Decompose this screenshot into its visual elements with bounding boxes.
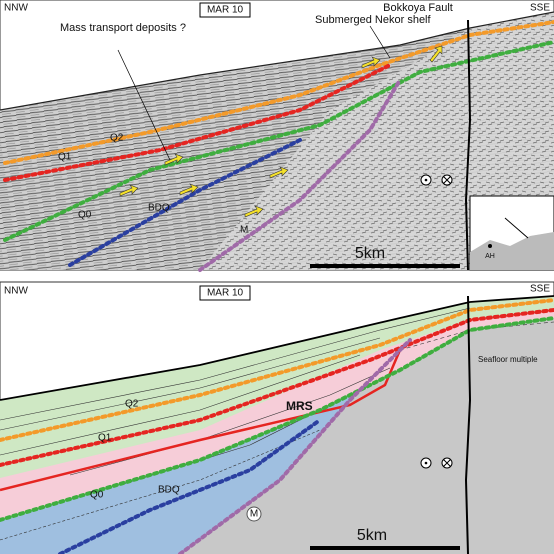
fault (464, 19, 472, 271)
horizon-q1 (3, 63, 392, 182)
shelf-label: Submerged Nekor shelf (315, 14, 432, 26)
right-label: SSE (530, 3, 550, 14)
left-label: NNW (4, 286, 28, 297)
horizon-m (198, 78, 402, 272)
seismic-panel: MAR 10 NNW SSE Bokkoya Fault Submerged N… (0, 0, 554, 272)
scale-label: 5km (357, 527, 387, 544)
interpretation-panel: MAR 10 NNW SSE Seafloor multiple MRS Q2 … (0, 281, 554, 554)
seafloor (0, 11, 554, 111)
bdq-label: BDQ (158, 485, 180, 496)
left-label: NNW (4, 3, 28, 14)
q0-label: Q0 (78, 210, 92, 221)
m-label: M (250, 509, 258, 520)
horizon-bdq (68, 138, 302, 267)
right-label: SSE (530, 284, 550, 295)
q2-label: Q2 (110, 133, 124, 144)
fault-label: Bokkoya Fault (383, 2, 453, 14)
mtd-label: Mass transport deposits ? (60, 22, 186, 34)
q1-label: Q1 (98, 433, 112, 444)
multiple-label: Seafloor multiple (478, 355, 538, 364)
profile-label: MAR 10 (207, 5, 244, 16)
q2-label: Q2 (125, 399, 139, 410)
q0-label: Q0 (90, 490, 104, 501)
horizon-q0 (3, 40, 554, 242)
bdq-label: BDQ (148, 203, 170, 214)
mrs-line (0, 349, 402, 492)
profile-label: MAR 10 (207, 288, 244, 299)
inset-label: AH (485, 253, 495, 260)
mrs-label: MRS (286, 399, 313, 413)
q1-label: Q1 (58, 152, 72, 163)
scale-label: 5km (355, 245, 385, 262)
m-label: M (240, 225, 248, 236)
horizon-q2 (3, 20, 554, 165)
arrows (119, 45, 443, 218)
